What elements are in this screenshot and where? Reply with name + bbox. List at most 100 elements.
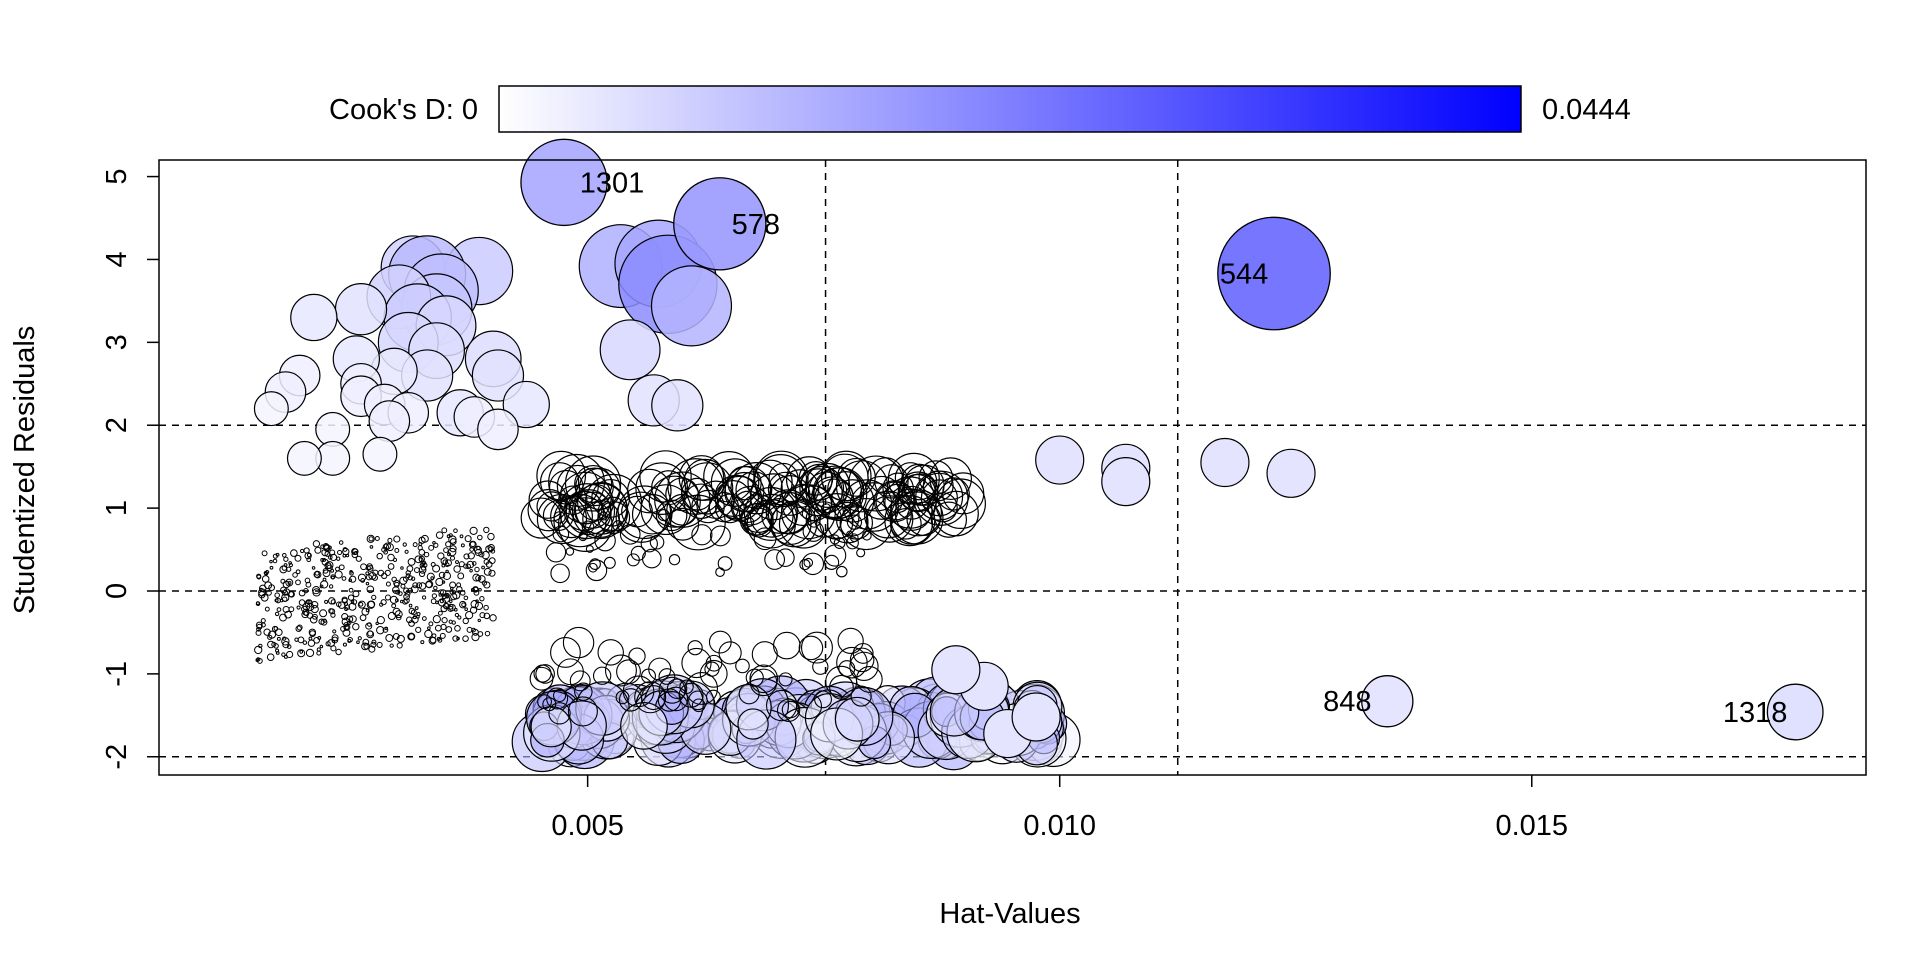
scatter-point: [404, 549, 409, 554]
scatter-point: [550, 563, 570, 584]
scatter-point: [598, 511, 609, 521]
scatter-point: [437, 610, 443, 616]
scatter-point: [552, 525, 570, 543]
scatter-point: [261, 550, 268, 557]
scatter-point: [454, 612, 460, 618]
scatter-point: [929, 457, 973, 501]
scatter-point: [567, 696, 598, 727]
scatter-point: [341, 613, 349, 621]
scatter-point: [584, 473, 643, 532]
scatter-point: [382, 543, 389, 550]
scatter-point: [272, 558, 278, 564]
y-tick-label: -1: [101, 661, 133, 687]
scatter-point: [279, 613, 287, 622]
scatter-point: [310, 605, 319, 614]
scatter-point: [823, 544, 847, 567]
scatter-point: [459, 534, 464, 539]
scatter-point: [812, 658, 829, 675]
scatter-point: [615, 690, 630, 705]
scatter-point: [776, 548, 795, 567]
scatter-point: [325, 641, 331, 647]
scatter-point: [274, 592, 280, 598]
scatter-point: [295, 569, 301, 575]
scatter-point: [807, 514, 821, 528]
scatter-point: [365, 574, 373, 581]
scatter-point: [520, 497, 562, 539]
scatter-point: [479, 596, 485, 602]
scatter-point: [715, 567, 725, 577]
scatter-point: [770, 500, 818, 548]
scatter-point: [368, 536, 374, 542]
scatter-point: [619, 523, 641, 545]
scatter-point: [414, 606, 419, 610]
scatter-point: [574, 682, 593, 702]
scatter-point: [708, 630, 732, 654]
scatter-point: [445, 626, 453, 633]
scatter-point: [841, 479, 893, 530]
scatter-point: [387, 537, 393, 544]
scatter-point: [408, 603, 413, 608]
scatter-point: [412, 582, 419, 589]
scatter-point: [439, 632, 446, 639]
scatter-point: [780, 469, 820, 508]
scatter-point: [640, 484, 692, 536]
scatter-point: [413, 567, 420, 573]
scatter-point: [258, 643, 263, 649]
scatter-point: [846, 514, 863, 530]
scatter-point: [360, 563, 367, 571]
scatter-point: [459, 600, 467, 609]
scatter-point: [469, 541, 476, 548]
scatter-point: [445, 541, 452, 548]
scatter-point: [349, 570, 354, 576]
scatter-point: [649, 534, 665, 550]
scatter-point: [884, 476, 937, 529]
scatter-point: [688, 690, 708, 711]
scatter-point: [435, 531, 444, 539]
scatter-point: [349, 615, 357, 623]
scatter-point: [305, 581, 312, 588]
scatter-point: [667, 458, 725, 515]
scatter-point: [552, 688, 567, 703]
scatter-point: [470, 599, 479, 609]
scatter-point: [564, 455, 622, 512]
scatter-point: [305, 648, 315, 658]
scatter-point: [267, 640, 275, 649]
scatter-point: [282, 605, 290, 613]
scatter-point: [829, 674, 854, 700]
scatter-point: [562, 626, 595, 659]
scatter-point: [383, 542, 391, 550]
point-label: 578: [732, 209, 780, 241]
scatter-point: [351, 547, 359, 556]
scatter-point: [800, 631, 833, 664]
scatter-point: [319, 609, 328, 618]
scatter-point: [556, 464, 599, 508]
scatter-point: [741, 502, 774, 536]
scatter-point: [620, 701, 668, 750]
scatter-point: [470, 587, 475, 592]
scatter-point: [468, 540, 477, 549]
scatter-point: [421, 616, 427, 621]
scatter-point: [307, 639, 316, 647]
scatter-point: [469, 526, 478, 535]
scatter-point: [343, 601, 349, 607]
scatter-point: [588, 562, 598, 573]
scatter-point: [641, 548, 662, 569]
scatter-point: [837, 627, 864, 655]
scatter-point: [319, 644, 324, 649]
plot-area: 1301 578 544 848 1318 0.005 0.010 0.015 -2 -1 0 1 2 3…: [101, 138, 1867, 842]
scatter-point: [823, 554, 840, 570]
scatter-point: [362, 638, 370, 646]
scatter-point: [434, 624, 442, 632]
scatter-point: [368, 400, 411, 442]
scatter-point: [334, 283, 388, 336]
scatter-point: [352, 622, 360, 631]
scatter-point: [456, 636, 460, 641]
scatter-point: [559, 471, 612, 525]
scatter-point: [441, 527, 448, 534]
scatter-point: [861, 530, 872, 541]
scatter-point: [769, 475, 811, 516]
scatter-point: [403, 597, 410, 604]
scatter-point: [709, 525, 731, 547]
scatter-point: [640, 535, 658, 553]
scatter-point: [442, 571, 452, 580]
